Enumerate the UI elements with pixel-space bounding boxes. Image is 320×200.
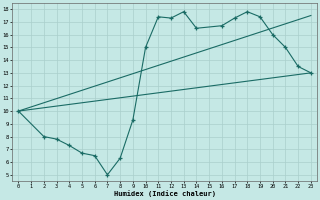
X-axis label: Humidex (Indice chaleur): Humidex (Indice chaleur) <box>114 190 216 197</box>
